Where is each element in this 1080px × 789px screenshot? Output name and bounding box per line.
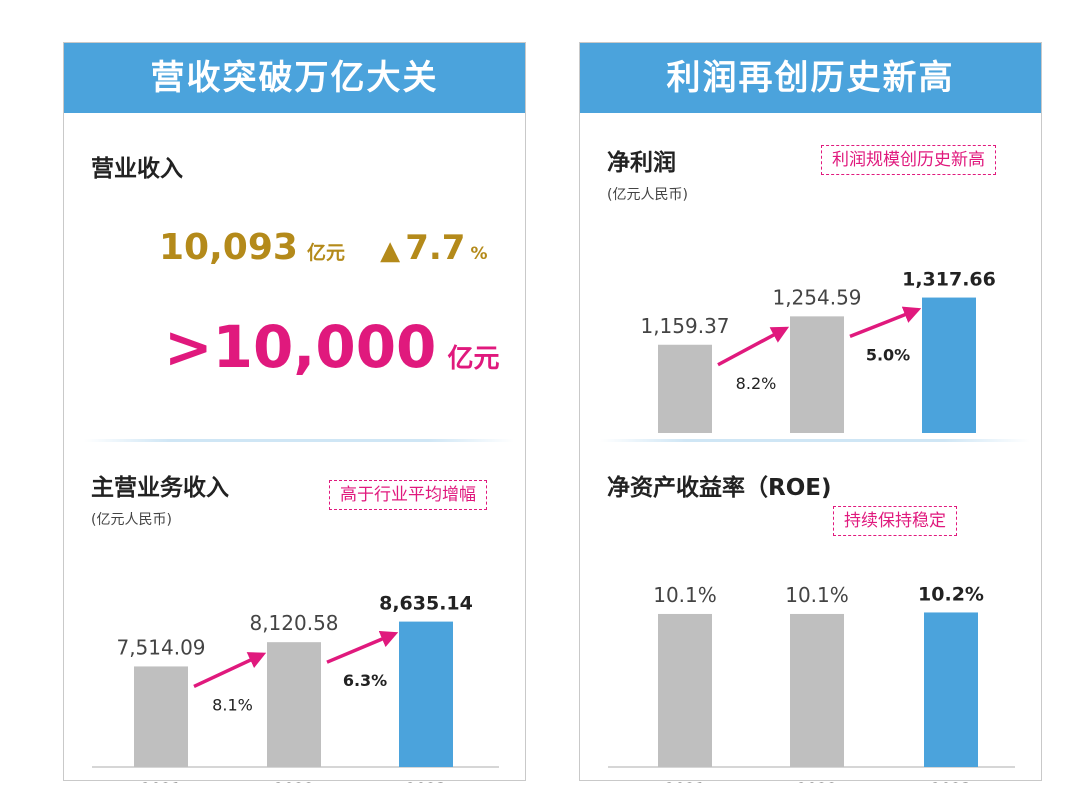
growth-arrow-1 [193,652,267,689]
x-tick-label-2022: 2022 [274,779,315,783]
profit-panel-header: 利润再创历史新高 [580,43,1041,113]
roe-title: 净资产收益率（ROE) [607,475,832,501]
value-label-2022: 1,254.59 [772,285,861,309]
value-label-2022: 10.1% [785,583,849,607]
revenue-panel: 营收突破万亿大关 营业收入 10,093 亿元 ▲ 7.7 % >10,000 … [63,42,526,783]
bar-2022 [790,316,844,433]
value-label-2021: 10.1% [653,583,717,607]
x-tick-label-2021: 2021 [665,779,706,783]
revenue-value: 10,093 [159,227,298,268]
section-divider [84,439,514,442]
value-label-2023: 8,635.14 [379,593,473,615]
revenue-growth-value: 7.7 [405,228,466,268]
main-business-tag: 高于行业平均增幅 [329,480,487,510]
roe-tag: 持续保持稳定 [833,506,957,536]
revenue-title: 营业收入 [91,156,183,182]
net-profit-title: 净利润 [607,150,676,176]
bar-2023 [924,612,978,767]
growth-arrow-2 [849,306,922,338]
revenue-panel-header: 营收突破万亿大关 [64,43,525,113]
profit-panel: 利润再创历史新高 净利润 (亿元人民币) 利润规模创历史新高 1,159.372… [579,42,1042,783]
net-profit-unit: (亿元人民币) [607,187,688,203]
growth-label-2: 5.0% [866,345,910,364]
roe-bar-chart: 10.1% 2021 10.1% 2022 10.2% 2023 [608,583,1015,783]
milestone-unit: 亿元 [447,344,500,374]
value-label-2023: 1,317.66 [902,269,996,291]
section-divider [600,439,1030,442]
bar-2022 [267,642,321,767]
revenue-value-unit: 亿元 [307,242,346,264]
growth-label-2: 6.3% [343,671,387,690]
net-profit-bar-chart: 1,159.3720211,254.5920221,317.6620238.2%… [640,269,996,433]
main-business-bar-chart: 7,514.09 2021 8,120.58 2022 8,635.14 2023 8.1%… [92,593,499,783]
value-label-2022: 8,120.58 [249,611,338,635]
bar-2023 [922,297,976,433]
milestone-value: >10,000 [164,313,437,381]
bar-2023 [399,621,453,767]
main-business-title: 主营业务收入 [91,475,229,501]
growth-label-1: 8.1% [212,695,253,714]
bar-2021 [658,344,712,433]
x-tick-label-2023: 2023 [406,779,447,783]
bar-2021 [658,613,712,767]
x-tick-label-2021: 2021 [141,779,182,783]
bar-2022 [790,613,844,767]
x-tick-label-2023: 2023 [931,779,972,783]
net-profit-tag: 利润规模创历史新高 [821,145,996,175]
main-business-unit: (亿元人民币) [91,512,172,528]
x-tick-label-2022: 2022 [797,779,838,783]
growth-arrow-1 [717,326,790,367]
bar-2021 [134,666,188,767]
revenue-growth-unit: % [470,244,488,264]
growth-label-1: 8.2% [736,374,777,393]
value-label-2021: 1,159.37 [640,314,729,338]
value-label-2023: 10.2% [918,583,984,605]
value-label-2021: 7,514.09 [116,635,205,659]
revenue-milestone: >10,000 亿元 [164,313,500,381]
revenue-figure: 10,093 亿元 ▲ 7.7 % [159,227,488,268]
growth-up-icon: ▲ [380,236,401,266]
growth-arrow-2 [326,630,399,664]
